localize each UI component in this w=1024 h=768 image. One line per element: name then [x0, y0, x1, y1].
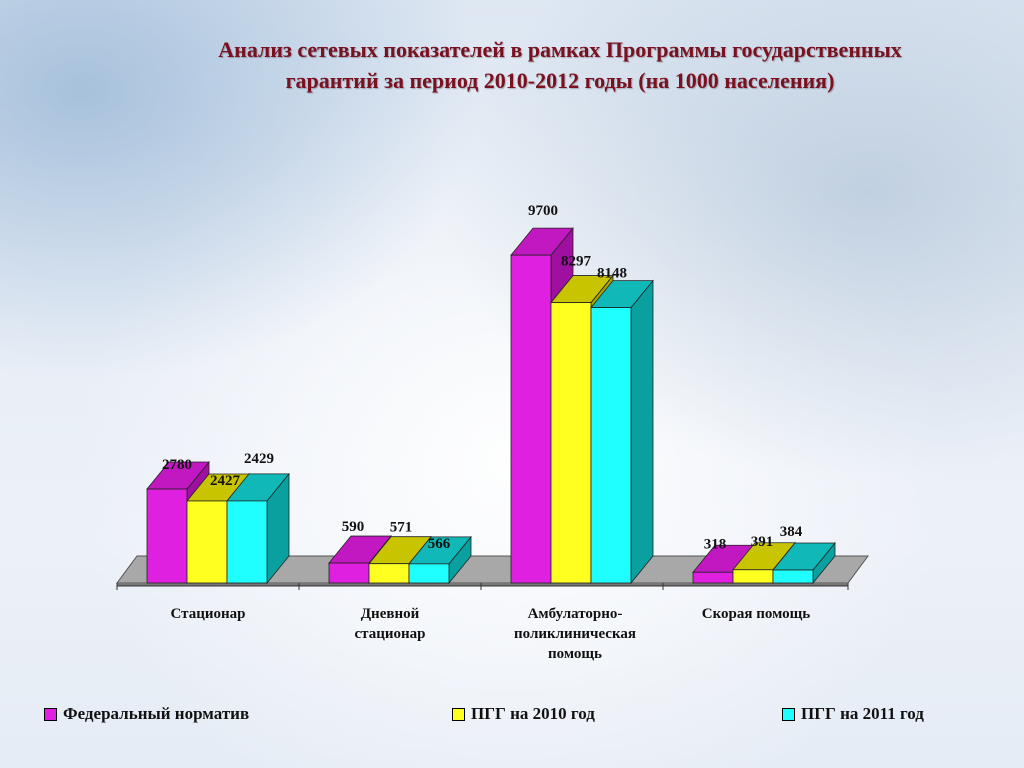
- chart-title-line-2: гарантий за период 2010-2012 годы (на 10…: [285, 68, 835, 93]
- bar-3-2-front: [772, 569, 814, 584]
- chart-title-line-1: Анализ сетевых показателей в рамках Прог…: [218, 37, 902, 62]
- legend-label-2010: ПГГ на 2010 год: [471, 704, 595, 723]
- value-label-0-2: 2429: [244, 451, 274, 467]
- value-label-1-1: 571: [390, 520, 413, 536]
- bar-0-0-front: [146, 488, 188, 584]
- bar-1-2-front: [408, 563, 450, 584]
- bar-2-0-front: [510, 254, 552, 584]
- bar-1-1-front: [368, 563, 410, 584]
- category-label-2-2: помощь: [548, 646, 602, 662]
- legend-swatch-2011: [782, 707, 795, 721]
- chart-title: Анализ сетевых показателей в рамках Прог…: [130, 34, 990, 96]
- legend-swatch-2010: [452, 707, 465, 721]
- value-label-2-1: 8297: [561, 254, 592, 270]
- chart-floor-edge: [117, 583, 848, 586]
- value-label-1-2: 566: [428, 536, 451, 552]
- category-label-2-1: поликлиническая: [514, 626, 636, 642]
- value-label-3-1: 391: [751, 534, 774, 550]
- category-label-1-0: Дневной: [361, 606, 420, 622]
- value-label-3-0: 318: [704, 536, 727, 552]
- legend-label-federal: Федеральный норматив: [63, 704, 250, 723]
- legend-item-2010: ПГГ на 2010 год: [452, 704, 595, 724]
- category-label-2-0: Амбулаторно-: [528, 606, 623, 622]
- legend-label-2011: ПГГ на 2011 год: [801, 704, 924, 723]
- value-label-0-0: 2780: [162, 457, 192, 473]
- bar-1-0-front: [328, 562, 370, 584]
- bar-0-1-front: [186, 500, 228, 584]
- bar-2-2-front: [590, 307, 632, 584]
- category-label-1-1: стационар: [355, 626, 426, 642]
- category-label-0-0: Стационар: [171, 606, 246, 622]
- bar-0-2-front: [226, 500, 268, 584]
- legend-item-2011: ПГГ на 2011 год: [782, 704, 924, 724]
- bar-3-0-front: [692, 571, 734, 584]
- value-label-2-0: 9700: [528, 203, 558, 219]
- value-label-3-2: 384: [780, 524, 803, 540]
- bar-3-1-front: [732, 569, 774, 584]
- legend-item-federal: Федеральный норматив: [44, 704, 249, 724]
- legend-swatch-federal: [44, 707, 57, 721]
- category-label-3-0: Скорая помощь: [702, 606, 811, 622]
- bar-2-2-side: [630, 279, 654, 585]
- bar-2-1-front: [550, 302, 592, 584]
- value-label-2-2: 8148: [597, 266, 627, 282]
- value-label-0-1: 2427: [210, 473, 241, 489]
- value-label-1-0: 590: [342, 519, 365, 535]
